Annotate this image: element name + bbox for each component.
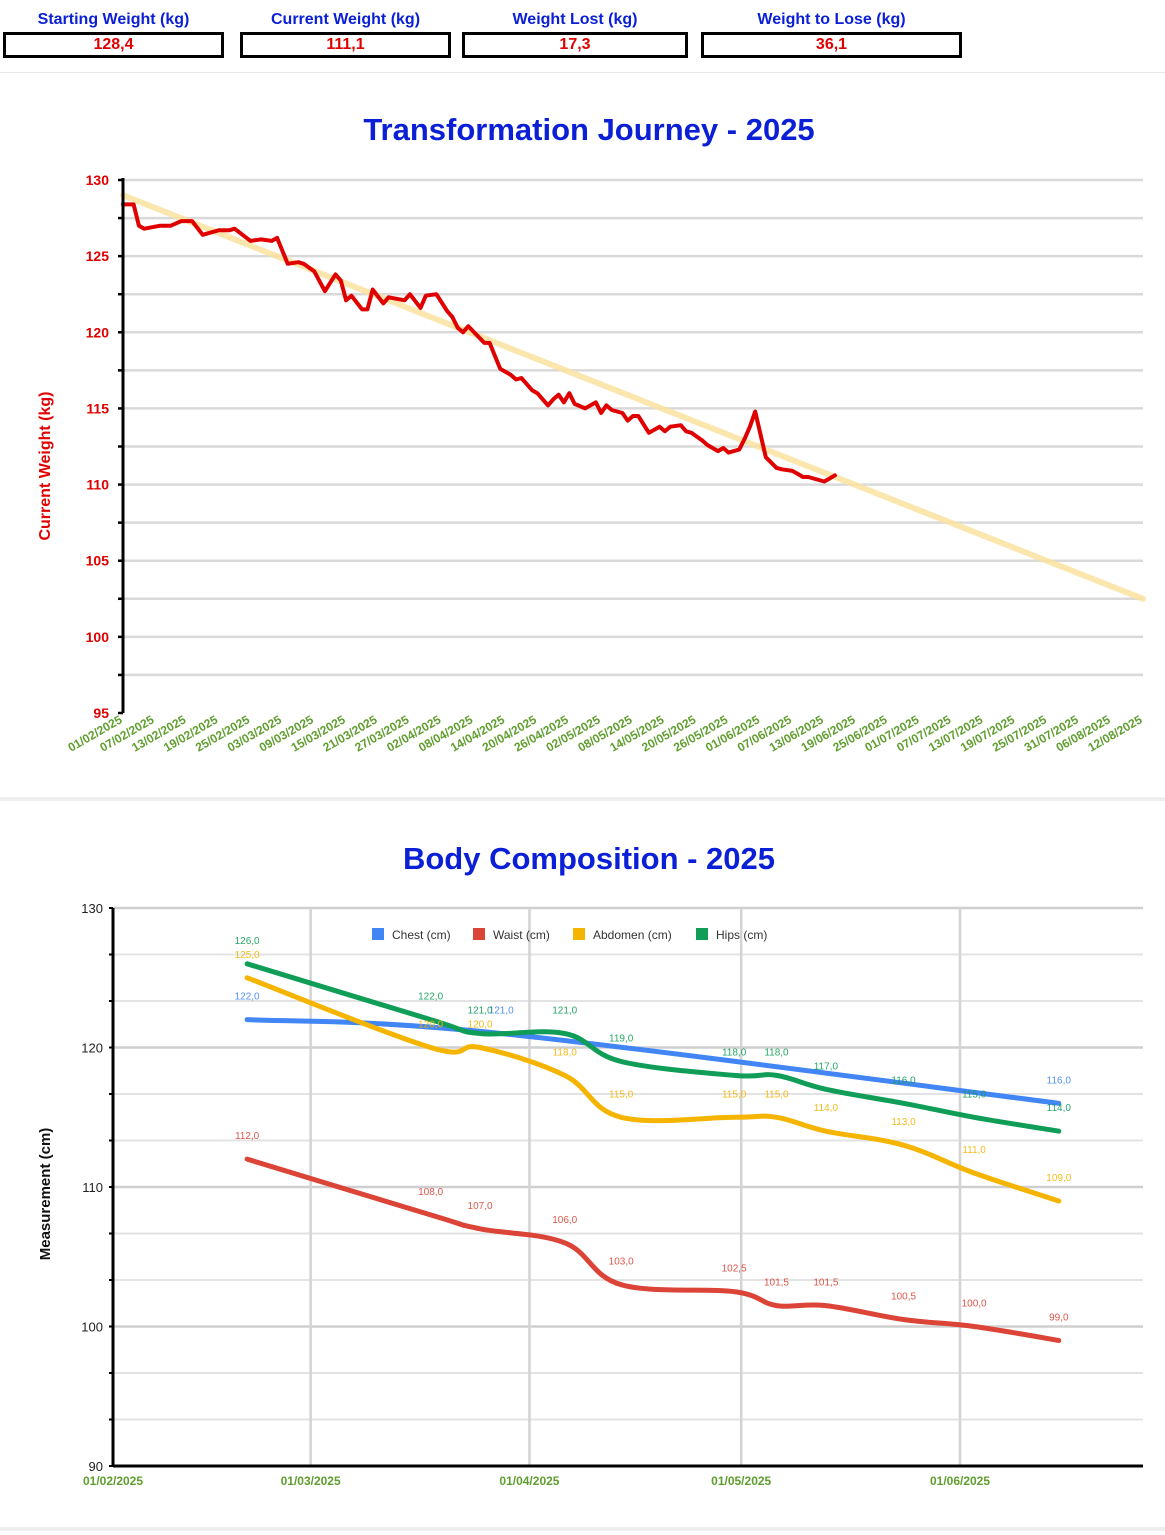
y-tick-label: 115 <box>86 400 109 416</box>
waist-data-label: 99,0 <box>1049 1312 1069 1323</box>
abdomen-data-label: 115,0 <box>722 1089 747 1100</box>
y-tick-label: 100 <box>86 629 110 645</box>
stat-label: Weight Lost (kg) <box>512 11 638 28</box>
hips-data-label: 119,0 <box>609 1033 634 1044</box>
stat-label: Weight to Lose (kg) <box>757 11 906 28</box>
abdomen-data-label: 115,0 <box>609 1089 634 1100</box>
weight-chart-title: Transformation Journey - 2025 <box>363 112 814 147</box>
chest-data-label: 116,0 <box>1047 1075 1072 1086</box>
hips-data-label: 116,0 <box>891 1075 916 1086</box>
abdomen-data-label: 113,0 <box>891 1117 916 1128</box>
hips-data-label: 115,0 <box>962 1089 987 1100</box>
x-tick-label: 01/02/2025 <box>83 1474 143 1488</box>
abdomen-data-label: 118,0 <box>553 1047 578 1058</box>
chest-data-label: 121,0 <box>489 1006 514 1017</box>
legend-label: Waist (cm) <box>493 928 550 942</box>
legend-item-abdomen: Abdomen (cm) <box>573 928 672 942</box>
waist-data-label: 100,5 <box>891 1292 916 1303</box>
waist-data-label: 103,0 <box>609 1257 634 1268</box>
stats-bar: Starting Weight (kg) 128,4 Current Weigh… <box>0 0 1165 73</box>
hips-data-label: 122,0 <box>418 992 443 1003</box>
y-tick-label: 110 <box>82 1180 103 1195</box>
body-chart-title: Body Composition - 2025 <box>403 841 775 876</box>
weight-series-line <box>121 202 837 484</box>
chest-data-label: 122,0 <box>235 992 260 1003</box>
abdomen-series-line <box>244 975 1062 1204</box>
abdomen-data-label: 111,0 <box>962 1145 986 1156</box>
x-tick-label: 01/05/2025 <box>711 1474 771 1488</box>
chest-series-line <box>244 1017 1062 1106</box>
y-tick-label: 125 <box>86 248 110 264</box>
waist-data-label: 108,0 <box>418 1187 443 1198</box>
stat-starting-weight: Starting Weight (kg) 128,4 <box>3 10 224 58</box>
section-divider <box>0 797 1165 801</box>
hips-data-label: 126,0 <box>235 936 260 947</box>
waist-data-label: 112,0 <box>235 1131 260 1142</box>
waist-data-label: 100,0 <box>962 1299 987 1310</box>
x-tick-label: 01/06/2025 <box>930 1474 990 1488</box>
y-tick-label: 100 <box>81 1320 103 1335</box>
hips-data-label: 114,0 <box>1047 1103 1072 1114</box>
waist-data-label: 102,5 <box>722 1264 747 1275</box>
legend-label: Chest (cm) <box>392 928 451 942</box>
y-tick-label: 130 <box>81 901 103 916</box>
hips-data-label: 121,0 <box>552 1006 577 1017</box>
legend-label: Abdomen (cm) <box>593 928 672 942</box>
stat-value: 36,1 <box>701 32 962 58</box>
stat-weight-to-lose: Weight to Lose (kg) 36,1 <box>701 10 962 58</box>
stat-current-weight: Current Weight (kg) 111,1 <box>240 10 451 58</box>
y-tick-label: 120 <box>86 324 110 340</box>
body-composition-chart: Body Composition - 2025 Measurement (cm)… <box>37 841 1143 1488</box>
abdomen-data-label: 115,0 <box>764 1089 789 1100</box>
hips-data-label: 117,0 <box>814 1061 839 1072</box>
y-tick-label: 105 <box>86 553 110 569</box>
weight-y-axis-label: Current Weight (kg) <box>37 391 54 540</box>
abdomen-data-label: 125,0 <box>235 950 260 961</box>
hips-series-line <box>244 961 1062 1134</box>
legend-item-hips: Hips (cm) <box>696 928 767 942</box>
legend-swatch <box>473 928 485 940</box>
x-tick-label: 01/04/2025 <box>499 1474 559 1488</box>
waist-data-label: 101,5 <box>764 1278 789 1289</box>
waist-series-line <box>244 1156 1062 1343</box>
waist-data-label: 106,0 <box>552 1215 577 1226</box>
abdomen-data-label: 109,0 <box>1046 1173 1071 1184</box>
waist-data-label: 101,5 <box>813 1278 838 1289</box>
hips-data-label: 121,0 <box>468 1006 493 1017</box>
abdomen-data-label: 120,0 <box>418 1020 443 1031</box>
hips-data-label: 118,0 <box>764 1047 789 1058</box>
weight-chart: Transformation Journey - 2025 Current We… <box>37 112 1146 755</box>
waist-data-label: 107,0 <box>468 1201 493 1212</box>
section-divider <box>0 1527 1165 1531</box>
stat-value: 128,4 <box>3 32 224 58</box>
y-tick-label: 95 <box>93 705 109 721</box>
abdomen-data-label: 114,0 <box>814 1103 839 1114</box>
y-tick-label: 130 <box>86 172 110 188</box>
y-tick-label: 90 <box>89 1459 103 1474</box>
legend-label: Hips (cm) <box>716 928 767 942</box>
y-tick-label: 110 <box>86 477 109 493</box>
legend-item-chest: Chest (cm) <box>372 928 451 942</box>
legend-swatch <box>696 928 708 940</box>
x-tick-label: 01/03/2025 <box>281 1474 341 1488</box>
abdomen-data-label: 120,0 <box>468 1020 493 1031</box>
hips-data-label: 118,0 <box>722 1047 747 1058</box>
stat-weight-lost: Weight Lost (kg) 17,3 <box>462 10 688 58</box>
stat-value: 17,3 <box>462 32 688 58</box>
body-y-axis-label: Measurement (cm) <box>37 1128 54 1261</box>
y-tick-label: 120 <box>81 1041 103 1056</box>
stat-label: Current Weight (kg) <box>270 11 421 28</box>
legend-swatch <box>573 928 585 940</box>
legend-swatch <box>372 928 384 940</box>
legend-item-waist: Waist (cm) <box>473 928 550 942</box>
stat-label: Starting Weight (kg) <box>37 11 190 28</box>
stat-value: 111,1 <box>240 32 451 58</box>
